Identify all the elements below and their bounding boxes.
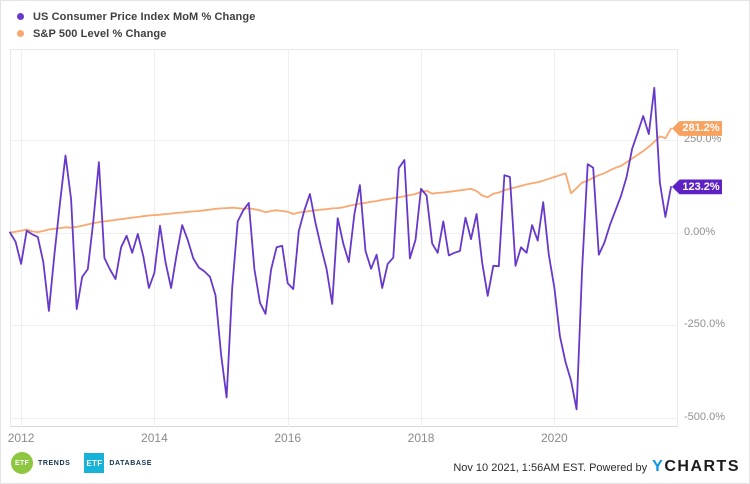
legend-item-cpi: US Consumer Price Index MoM % Change — [17, 8, 255, 25]
etf-database-logo-icon[interactable]: ETF — [84, 453, 105, 473]
vertical-gridline — [554, 49, 556, 427]
legend-item-sp500: S&P 500 Level % Change — [17, 25, 255, 42]
chart-timestamp: Nov 10 2021, 1:56AM EST. Powered by — [453, 462, 648, 474]
horizontal-gridline — [10, 232, 678, 234]
y-axis-tick-label: -500.0% — [684, 410, 725, 423]
vertical-gridline — [21, 49, 23, 427]
y-axis-tick-label: -250.0% — [684, 318, 725, 330]
x-axis-tick-label: 2016 — [274, 431, 302, 445]
x-axis-tick-label: 2012 — [7, 431, 35, 445]
legend: US Consumer Price Index MoM % Change S&P… — [17, 8, 255, 42]
horizontal-gridline — [10, 325, 678, 326]
ycharts-logo[interactable]: YCHARTS — [652, 458, 740, 476]
legend-label-cpi: US Consumer Price Index MoM % Change — [33, 10, 256, 23]
vertical-gridline — [287, 49, 289, 427]
footer-logos: ETF TRENDS ETF DATABASE — [11, 451, 152, 475]
etf-database-logo-word[interactable]: DATABASE — [109, 459, 153, 467]
sp500-end-value-badge: 281.2% — [672, 121, 722, 136]
y-axis-tick-label: 250.0% — [684, 133, 722, 145]
footer-attribution: Nov 10 2021, 1:56AM EST. Powered by YCHA… — [453, 458, 740, 476]
etf-trends-logo-icon[interactable]: ETF — [11, 452, 33, 474]
ycharts-logo-y: Y — [652, 458, 665, 475]
y-axis-tick-label: 0.00% — [684, 225, 716, 238]
horizontal-gridline — [10, 417, 678, 419]
etf-trends-logo-word[interactable]: TRENDS — [38, 459, 71, 467]
cpi-end-value-badge: 123.2% — [672, 179, 722, 195]
x-axis-tick-label: 2018 — [407, 431, 435, 445]
sp500-series-dot-icon — [17, 30, 24, 37]
vertical-gridline — [421, 49, 423, 427]
plot-area — [10, 49, 678, 427]
legend-label-sp500: S&P 500 Level % Change — [33, 27, 167, 40]
x-axis-tick-label: 2020 — [540, 431, 568, 445]
horizontal-gridline — [10, 140, 678, 141]
x-axis-tick-label: 2014 — [141, 431, 168, 445]
cpi-series-dot-icon — [17, 13, 24, 20]
vertical-gridline — [154, 49, 156, 427]
ycharts-logo-rest: CHARTS — [664, 458, 740, 475]
